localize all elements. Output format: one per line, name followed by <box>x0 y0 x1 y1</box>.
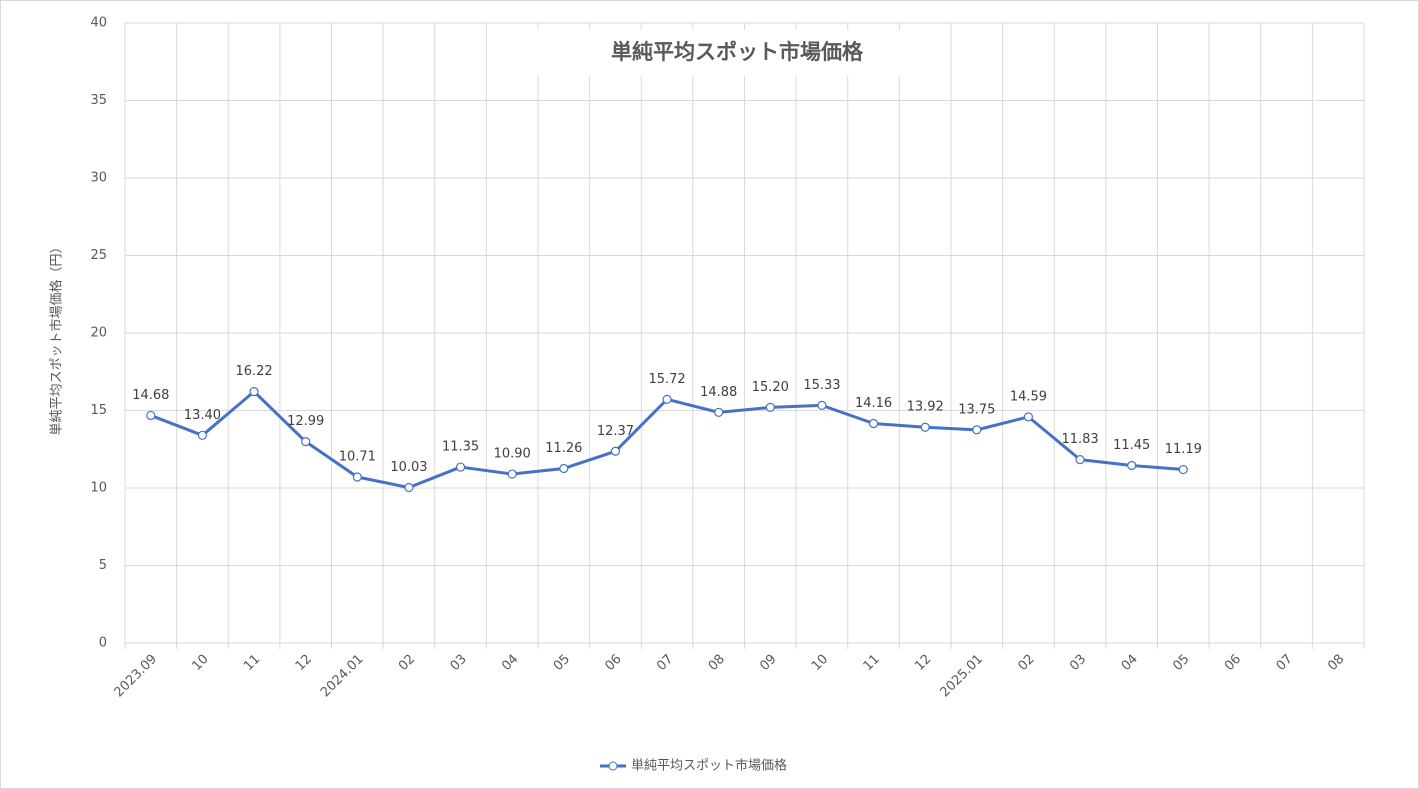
data-label: 11.35 <box>442 440 479 455</box>
data-point <box>972 425 982 435</box>
data-point <box>765 402 775 412</box>
data-point <box>920 422 930 432</box>
data-label: 13.92 <box>907 400 944 415</box>
data-point <box>817 400 827 410</box>
data-label: 13.40 <box>184 408 221 423</box>
data-label: 14.88 <box>700 385 737 400</box>
data-point <box>352 472 362 482</box>
data-label: 10.71 <box>339 449 376 464</box>
data-point <box>1075 455 1085 465</box>
legend-label: 単純平均スポット市場価格 <box>631 758 787 774</box>
y-tick-label: 25 <box>90 248 107 263</box>
data-label: 14.16 <box>855 396 892 411</box>
data-label: 16.22 <box>235 364 272 379</box>
data-point <box>1023 412 1034 422</box>
y-tick-label: 0 <box>99 636 107 651</box>
y-tick-label: 5 <box>99 558 107 573</box>
data-point <box>249 386 259 397</box>
data-point <box>868 418 879 429</box>
data-point <box>610 446 621 456</box>
data-label: 13.75 <box>958 402 995 417</box>
data-label: 14.68 <box>132 388 169 403</box>
data-point <box>197 430 208 440</box>
chart-title: 単純平均スポット市場価格 <box>611 40 864 64</box>
data-label: 15.20 <box>752 380 789 395</box>
y-tick-label: 35 <box>90 93 107 108</box>
data-label: 14.59 <box>1010 389 1047 404</box>
data-label: 10.03 <box>390 460 427 475</box>
data-point <box>507 469 517 479</box>
data-label: 11.19 <box>1165 442 1202 457</box>
data-point <box>1178 464 1188 475</box>
legend-marker <box>608 761 618 771</box>
data-point <box>662 394 672 404</box>
data-label: 12.37 <box>597 424 634 439</box>
data-point <box>404 482 414 493</box>
y-tick-label: 10 <box>90 481 107 496</box>
y-axis-label: 単純平均スポット市場価格（円） <box>49 240 65 435</box>
data-label: 15.72 <box>648 372 685 387</box>
data-label: 11.83 <box>1061 432 1098 447</box>
y-tick-label: 30 <box>90 171 107 186</box>
data-label: 11.45 <box>1113 438 1150 453</box>
data-label: 12.99 <box>287 414 324 429</box>
data-label: 11.26 <box>545 441 582 456</box>
y-tick-label: 40 <box>90 16 107 31</box>
data-label: 15.33 <box>803 378 840 393</box>
data-point <box>455 462 466 472</box>
data-point <box>714 407 724 417</box>
data-point <box>559 463 569 474</box>
data-label: 10.90 <box>494 447 531 462</box>
data-point <box>301 437 311 447</box>
grid <box>124 22 1365 649</box>
y-tick-label: 20 <box>90 326 107 341</box>
y-tick-label: 15 <box>90 403 107 418</box>
data-point <box>146 410 156 421</box>
title-background <box>533 30 941 76</box>
data-point <box>1127 460 1137 471</box>
